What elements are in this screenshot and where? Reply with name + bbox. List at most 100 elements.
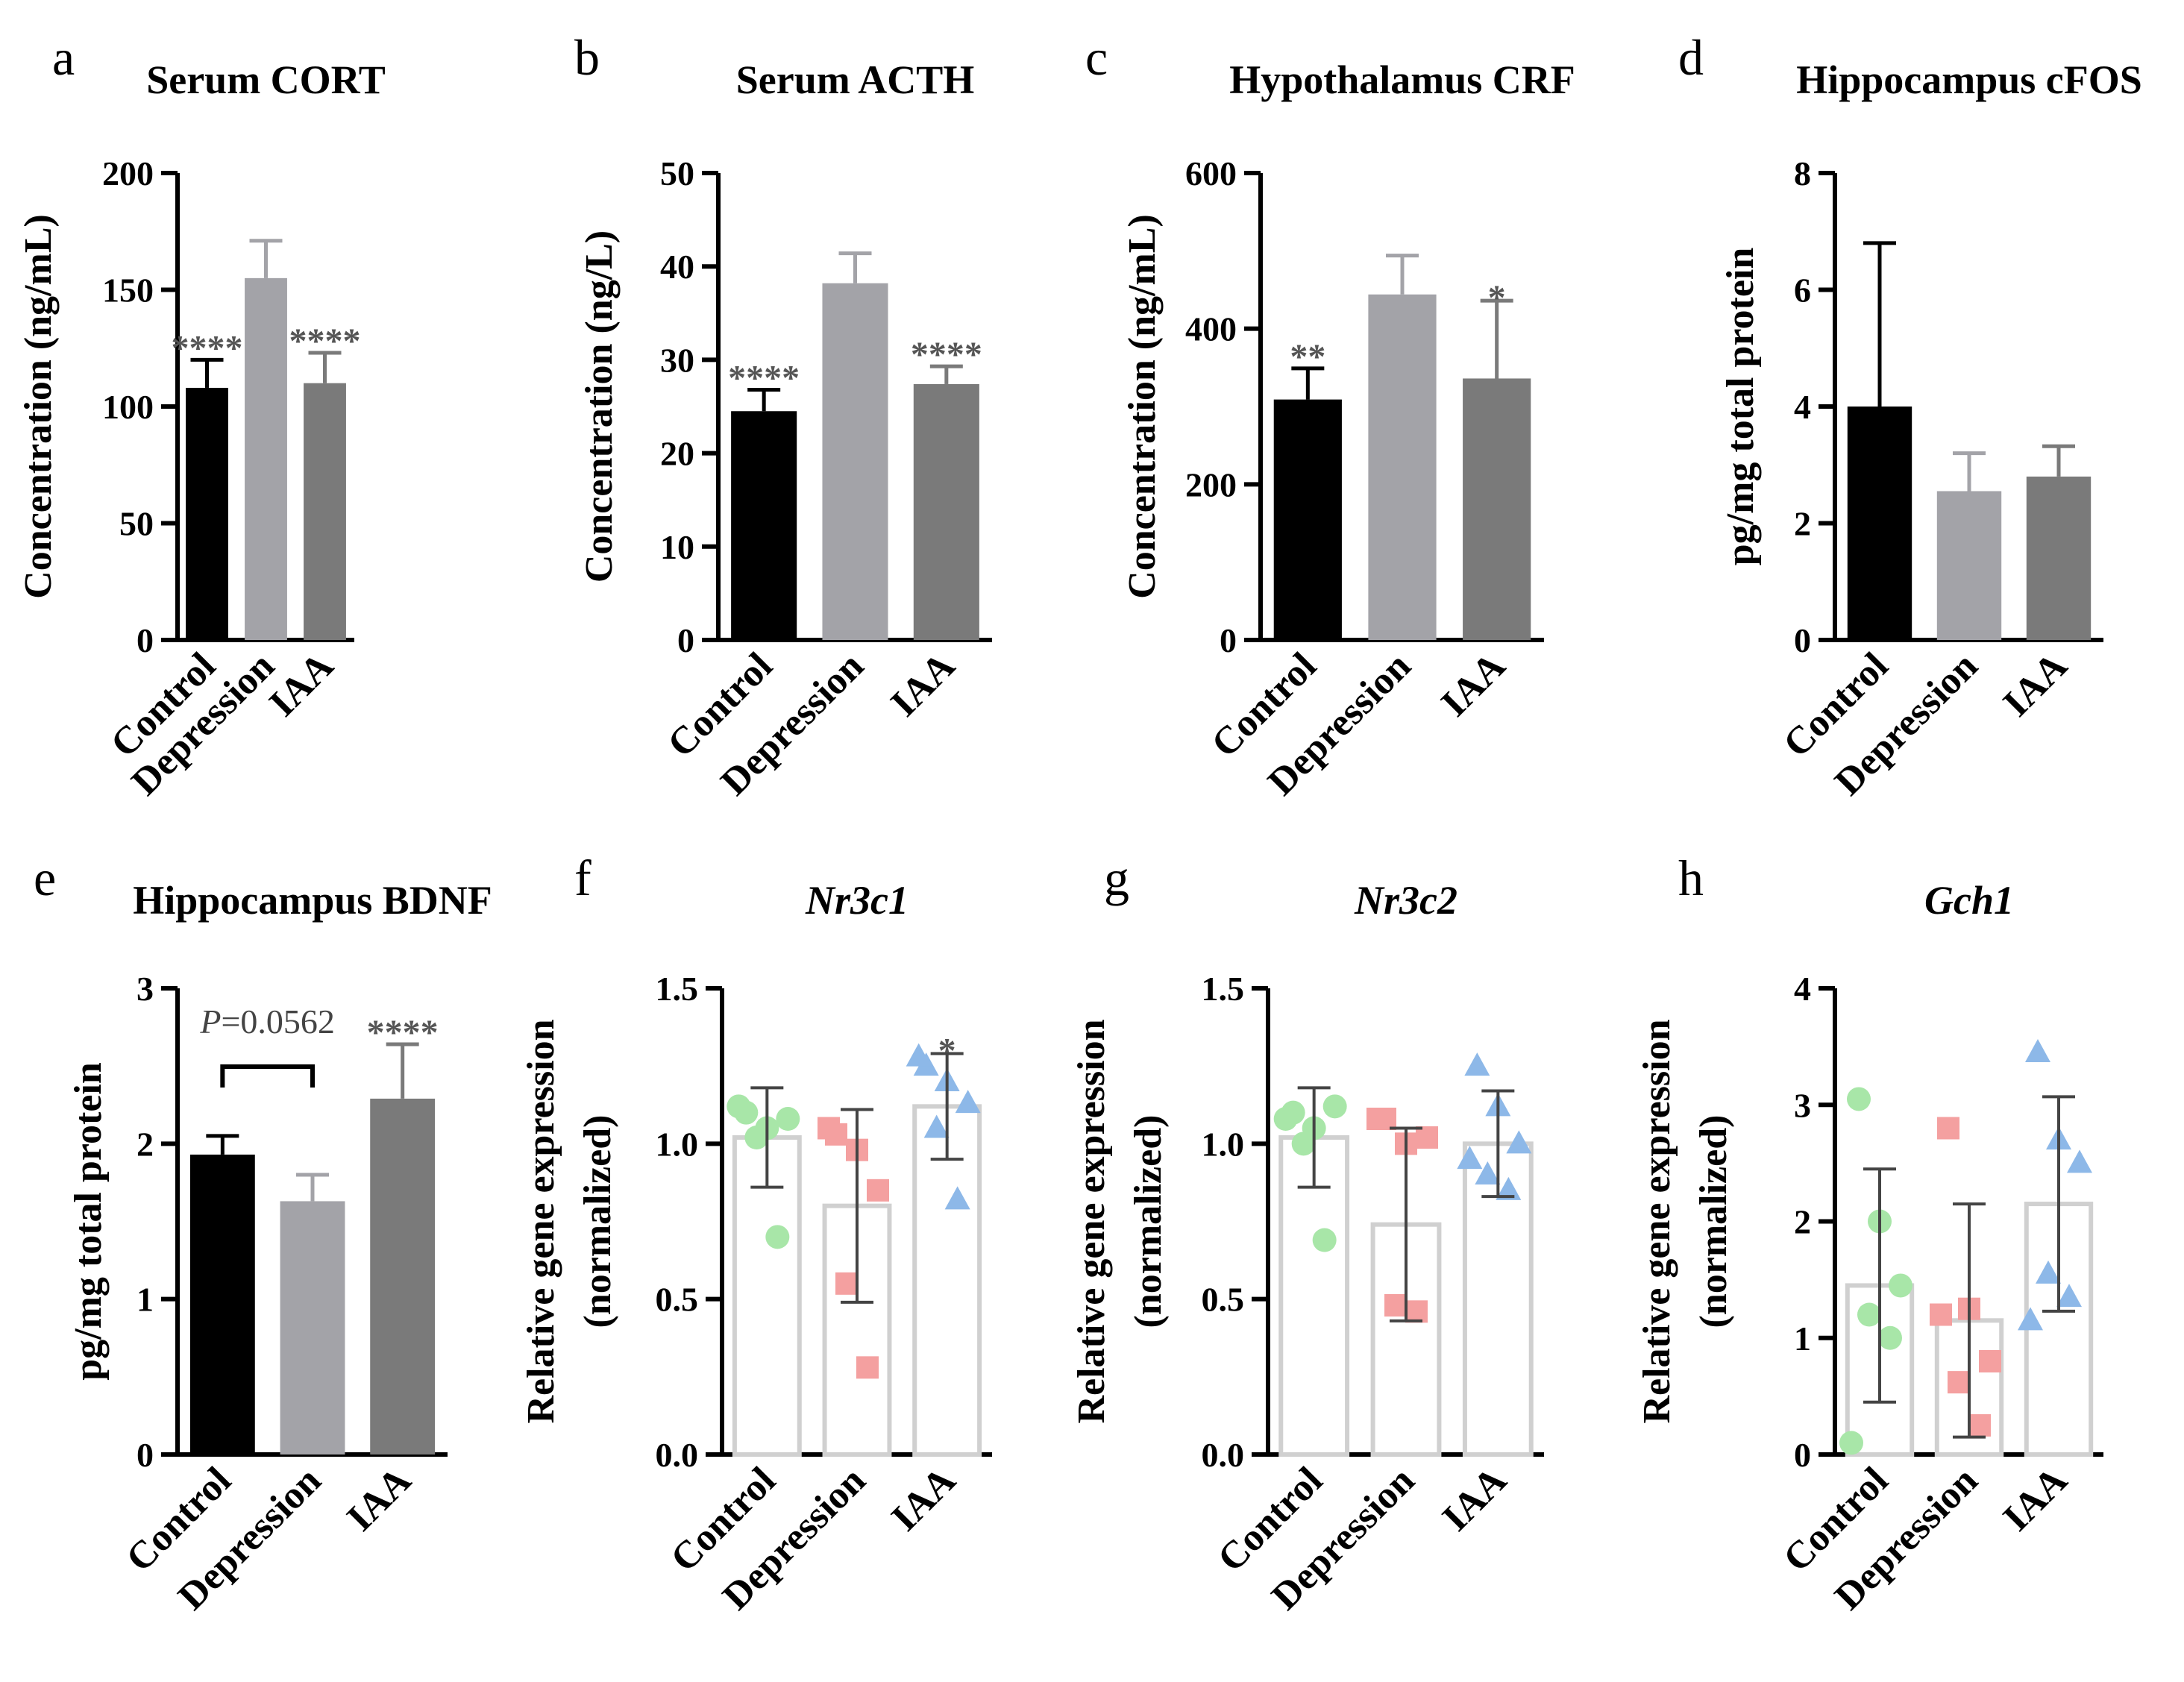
y-tick-label: 50 — [660, 154, 694, 192]
y-axis-label-line2: (normalized) — [577, 1115, 619, 1328]
data-point-control — [1322, 1094, 1347, 1119]
significance-marker: **** — [172, 328, 243, 368]
panel-title: Gch1 — [1924, 878, 2014, 923]
y-tick-label: 20 — [660, 435, 694, 473]
panel-label: g — [1104, 850, 1129, 906]
y-tick-label: 3 — [1794, 1086, 1811, 1124]
y-axis-label: Concentration (ng/mL) — [1121, 214, 1164, 599]
y-axis-label: Concentration (ng/mL) — [17, 214, 60, 599]
bar-depression — [1368, 294, 1437, 640]
data-point-control — [1878, 1325, 1902, 1350]
data-point-depression — [856, 1356, 879, 1379]
panel-h: h Gch1 Relative gene expression (normalized… — [1636, 850, 2103, 1618]
data-point-depression — [1979, 1350, 2001, 1372]
y-tick-label: 0.0 — [656, 1436, 699, 1474]
data-point-control — [1312, 1228, 1337, 1252]
data-point-iaa — [1475, 1161, 1501, 1184]
y-tick-label: 4 — [1794, 388, 1811, 426]
y-tick-label: 0.0 — [1202, 1436, 1245, 1474]
x-category-label: IAA — [883, 644, 964, 725]
y-tick-label: 2 — [1794, 505, 1811, 543]
data-point-iaa — [2018, 1307, 2043, 1331]
data-point-control — [1847, 1087, 1871, 1111]
data-point-depression — [867, 1179, 889, 1202]
panel-label: f — [574, 850, 592, 906]
bar-control — [186, 387, 228, 640]
x-category-label: IAA — [883, 1459, 964, 1540]
panel-title: Hippocampus cFOS — [1796, 57, 2142, 102]
data-point-control — [744, 1126, 769, 1149]
data-point-control — [1839, 1431, 1863, 1455]
data-point-control — [776, 1107, 800, 1131]
bar-depression — [1936, 491, 2002, 640]
panel-f: f Nr3c1 Relative gene expression (normalize… — [520, 850, 992, 1618]
panel-label: b — [574, 29, 600, 86]
y-axis-label: pg/mg total protein — [1719, 248, 1762, 566]
data-point-depression — [1416, 1126, 1438, 1149]
significance-marker: * — [938, 1032, 956, 1071]
data-point-depression — [818, 1117, 840, 1140]
x-category-label: IAA — [339, 1459, 419, 1540]
data-point-iaa — [944, 1186, 970, 1210]
panel-label: d — [1678, 29, 1704, 86]
panel-e: e Hippocampus BDNF pg/mg total protein 0 1 2 3… — [34, 850, 492, 1618]
data-point-depression — [835, 1272, 858, 1295]
bar-iaa — [304, 383, 346, 640]
data-point-depression — [1930, 1303, 1952, 1326]
y-tick-label: 600 — [1185, 154, 1237, 192]
data-point-iaa — [1506, 1130, 1532, 1154]
significance-marker: **** — [367, 1013, 439, 1052]
comparison-bracket — [220, 1064, 315, 1088]
data-point-depression — [1948, 1371, 1970, 1394]
y-axis-label: Concentration (ng/L) — [578, 230, 621, 583]
data-point-iaa — [955, 1090, 981, 1114]
y-tick-label: 2 — [136, 1125, 154, 1163]
x-category-label: IAA — [1433, 644, 1513, 725]
y-tick-label: 0 — [1794, 621, 1811, 659]
y-tick-label: 1.5 — [1202, 970, 1245, 1008]
panel-title: Serum ACTH — [736, 57, 975, 102]
data-point-control — [1889, 1273, 1912, 1298]
data-point-iaa — [906, 1043, 932, 1067]
y-tick-label: 4 — [1794, 970, 1811, 1008]
y-tick-label: 200 — [1185, 465, 1237, 503]
p-value-label: P=0.0562 — [199, 1002, 335, 1041]
data-point-depression — [1366, 1108, 1389, 1130]
bar-iaa — [2026, 476, 2092, 640]
panel-d: d Hippocampus cFOS pg/mg total protein 0 2 4 6… — [1678, 29, 2142, 803]
data-point-depression — [1405, 1300, 1428, 1323]
y-axis-label: Relative gene expression — [1636, 1019, 1678, 1423]
data-point-iaa — [1496, 1176, 1522, 1200]
y-tick-label: 1.0 — [656, 1125, 699, 1163]
significance-marker: * — [1488, 278, 1506, 318]
significance-marker: **** — [728, 358, 800, 398]
data-point-iaa — [2056, 1284, 2082, 1308]
data-point-depression — [1384, 1294, 1407, 1317]
panel-c: c Hypothalamus CRF Concentration (ng/mL) 0 2… — [1085, 29, 1575, 803]
data-point-iaa — [2067, 1149, 2092, 1173]
y-tick-label: 1 — [1794, 1319, 1811, 1358]
x-category-label: IAA — [1995, 644, 2076, 725]
panel-title: Nr3c2 — [1354, 878, 1457, 923]
panel-label: c — [1085, 29, 1108, 86]
bar-iaa — [913, 383, 979, 640]
data-point-control — [765, 1225, 790, 1249]
bar-depression — [245, 277, 287, 640]
p-value-prefix: P — [199, 1002, 221, 1041]
bar-control — [1847, 407, 1912, 640]
bar-depression — [280, 1201, 345, 1455]
significance-marker: **** — [289, 321, 361, 361]
bar-iaa — [1463, 378, 1531, 640]
data-point-iaa — [2025, 1038, 2050, 1062]
data-point-iaa — [923, 1114, 950, 1138]
data-point-iaa — [1457, 1146, 1483, 1170]
y-axis-label: pg/mg total protein — [67, 1062, 110, 1381]
x-category-label: IAA — [1995, 1459, 2076, 1540]
panel-a: a Serum CORT Concentration (ng/mL) 0 50 100 15… — [17, 29, 386, 803]
y-tick-label: 50 — [119, 505, 154, 543]
y-tick-label: 0 — [677, 621, 694, 659]
bar-control — [1273, 399, 1342, 640]
panel-label: a — [52, 29, 75, 86]
y-tick-label: 1.0 — [1202, 1125, 1245, 1163]
